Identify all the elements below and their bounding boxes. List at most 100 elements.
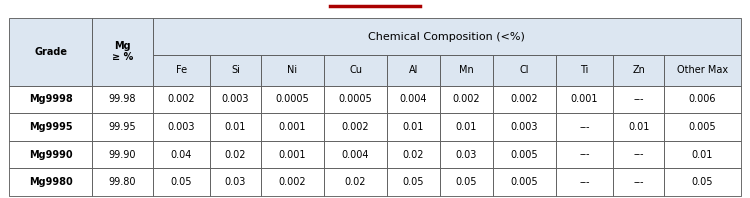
Bar <box>210 55 261 86</box>
Bar <box>493 168 556 196</box>
Bar <box>440 168 493 196</box>
Bar <box>9 86 92 113</box>
Text: 0.005: 0.005 <box>510 177 538 187</box>
Text: ---: --- <box>633 149 644 160</box>
Text: 0.05: 0.05 <box>403 177 424 187</box>
Text: Chemical Composition (<%): Chemical Composition (<%) <box>368 31 525 42</box>
Text: 0.05: 0.05 <box>455 177 477 187</box>
Bar <box>261 141 324 168</box>
Bar <box>493 141 556 168</box>
Bar <box>324 86 387 113</box>
Text: 0.002: 0.002 <box>452 94 480 104</box>
Text: 99.90: 99.90 <box>109 149 136 160</box>
Text: ---: --- <box>579 122 590 132</box>
Text: 0.003: 0.003 <box>511 122 538 132</box>
Text: Si: Si <box>231 65 240 75</box>
Bar <box>440 55 493 86</box>
Bar <box>152 86 210 113</box>
Text: Cu: Cu <box>349 65 362 75</box>
Text: Grade: Grade <box>34 47 68 57</box>
Text: 0.02: 0.02 <box>225 149 246 160</box>
Text: 0.005: 0.005 <box>688 122 716 132</box>
Text: 0.001: 0.001 <box>279 149 306 160</box>
Bar <box>493 86 556 113</box>
Text: 99.95: 99.95 <box>109 122 136 132</box>
Bar <box>614 113 664 141</box>
Text: 0.0005: 0.0005 <box>276 94 310 104</box>
Bar <box>556 86 614 113</box>
Bar <box>152 18 741 55</box>
Text: 99.98: 99.98 <box>109 94 136 104</box>
Text: 0.05: 0.05 <box>170 177 192 187</box>
Bar <box>440 86 493 113</box>
Bar <box>152 168 210 196</box>
Text: Mg9995: Mg9995 <box>29 122 73 132</box>
Bar <box>261 55 324 86</box>
Text: 0.01: 0.01 <box>455 122 477 132</box>
Bar <box>614 168 664 196</box>
Bar <box>210 141 261 168</box>
Bar <box>387 113 439 141</box>
Text: Cl: Cl <box>520 65 529 75</box>
Bar <box>92 141 152 168</box>
Text: 99.80: 99.80 <box>109 177 136 187</box>
Text: 0.02: 0.02 <box>345 177 366 187</box>
Bar <box>152 141 210 168</box>
Text: 0.04: 0.04 <box>171 149 192 160</box>
Text: 0.006: 0.006 <box>688 94 716 104</box>
Text: 0.03: 0.03 <box>225 177 246 187</box>
Bar <box>493 113 556 141</box>
Bar <box>9 168 92 196</box>
Bar <box>261 113 324 141</box>
Text: ---: --- <box>579 149 590 160</box>
Text: Fe: Fe <box>176 65 187 75</box>
Text: Mn: Mn <box>459 65 474 75</box>
Text: 0.002: 0.002 <box>342 122 369 132</box>
Text: 0.0005: 0.0005 <box>339 94 373 104</box>
Text: Ti: Ti <box>580 65 589 75</box>
Text: Mg9990: Mg9990 <box>29 149 73 160</box>
Bar <box>92 18 152 86</box>
Bar <box>664 141 741 168</box>
Bar <box>210 168 261 196</box>
Text: 0.01: 0.01 <box>225 122 246 132</box>
Bar <box>92 113 152 141</box>
Bar <box>9 113 92 141</box>
Text: 0.002: 0.002 <box>279 177 306 187</box>
Bar <box>664 168 741 196</box>
Bar <box>556 141 614 168</box>
Bar <box>324 113 387 141</box>
Text: ---: --- <box>633 94 644 104</box>
Text: 0.001: 0.001 <box>279 122 306 132</box>
Text: 0.01: 0.01 <box>628 122 650 132</box>
Bar <box>440 113 493 141</box>
Bar <box>387 168 439 196</box>
Bar <box>210 113 261 141</box>
Bar <box>152 55 210 86</box>
Bar <box>387 141 439 168</box>
Text: 0.004: 0.004 <box>342 149 369 160</box>
Text: Mg9998: Mg9998 <box>28 94 73 104</box>
Text: 0.01: 0.01 <box>403 122 424 132</box>
Text: 0.02: 0.02 <box>403 149 424 160</box>
Text: Mg
≥ %: Mg ≥ % <box>112 41 134 63</box>
Bar <box>152 113 210 141</box>
Bar <box>261 168 324 196</box>
Bar <box>556 55 614 86</box>
Bar <box>664 55 741 86</box>
Bar <box>556 168 614 196</box>
Bar <box>493 55 556 86</box>
Text: 0.001: 0.001 <box>571 94 598 104</box>
Text: Mg9980: Mg9980 <box>28 177 73 187</box>
Text: Al: Al <box>409 65 419 75</box>
Bar <box>210 86 261 113</box>
Text: 0.03: 0.03 <box>455 149 477 160</box>
Text: 0.01: 0.01 <box>692 149 713 160</box>
Bar <box>92 168 152 196</box>
Bar <box>324 141 387 168</box>
Text: Zn: Zn <box>632 65 645 75</box>
Text: Ni: Ni <box>287 65 298 75</box>
Bar <box>614 55 664 86</box>
Bar <box>440 141 493 168</box>
Text: 0.004: 0.004 <box>400 94 427 104</box>
